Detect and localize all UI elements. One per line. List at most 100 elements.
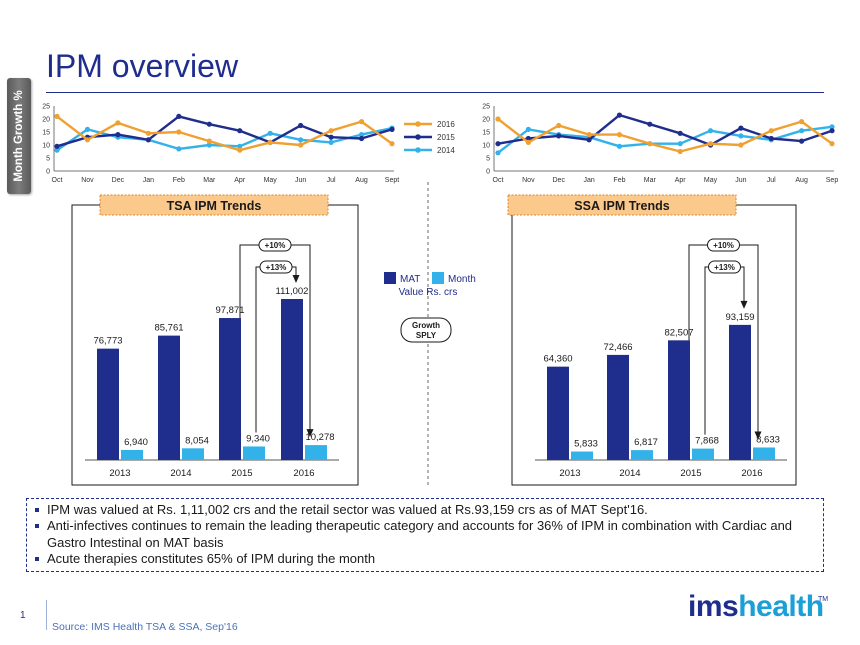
summary-bullet: Anti-infectives continues to remain the … <box>35 518 815 551</box>
growth-label-13: +13% <box>714 263 735 272</box>
growth-arrowhead-13 <box>292 275 300 283</box>
series-line-2015 <box>497 113 833 147</box>
bar-month-2016 <box>305 445 327 460</box>
bar-value-label-mat: 93,159 <box>725 312 754 323</box>
legend-unit-label: Value Rs. crs <box>399 287 458 298</box>
data-point-2016 <box>768 128 774 134</box>
data-point-2016 <box>707 141 714 147</box>
x-tick-label: Aug <box>355 177 368 184</box>
growth-label-pill-13 <box>708 260 741 274</box>
y-tick-label: 10 <box>482 143 490 150</box>
title-divider <box>46 92 824 93</box>
y-tick-label: 15 <box>42 130 50 137</box>
data-point-2014 <box>358 132 365 138</box>
data-point-2016 <box>328 128 334 134</box>
bar-value-label-mat: 111,002 <box>276 286 309 297</box>
x-tick-label: Jul <box>767 177 776 184</box>
data-point-2014 <box>495 150 501 156</box>
growth-badge <box>400 317 452 343</box>
x-tick-label: May <box>704 177 718 184</box>
bar-mat-2013 <box>97 348 119 460</box>
bar-month-2015 <box>692 448 714 460</box>
x-tick-label: Nov <box>522 177 535 184</box>
summary-box: IPM was valued at Rs. 1,11,002 crs and t… <box>26 498 824 572</box>
data-point-2015 <box>647 121 653 127</box>
data-point-2015 <box>556 133 562 139</box>
legend-label-2015: 2015 <box>437 133 455 142</box>
data-point-2014 <box>525 126 531 132</box>
data-point-2016 <box>298 142 304 148</box>
data-point-2014 <box>54 147 60 153</box>
data-point-2015 <box>495 141 501 147</box>
bar-mat-2016 <box>729 324 751 460</box>
data-point-2016 <box>206 138 212 144</box>
data-point-2016 <box>54 113 60 119</box>
x-tick-label: Jun <box>735 177 746 184</box>
y-tick-label: 5 <box>486 156 490 163</box>
series-line-2016 <box>497 118 833 153</box>
data-point-2016 <box>84 137 91 143</box>
data-point-2014 <box>84 126 91 132</box>
y-tick-label: 25 <box>482 104 490 111</box>
bar-value-label-month: 6,817 <box>634 437 658 448</box>
x-tick-label: Oct <box>52 177 63 184</box>
data-point-2014 <box>677 141 683 147</box>
x-tick-label: Nov <box>81 177 94 184</box>
data-point-2015 <box>389 126 395 132</box>
bar-value-label-month: 10,278 <box>305 432 334 443</box>
data-point-2016 <box>495 116 501 122</box>
data-point-2014 <box>738 133 744 139</box>
bar-mat-2014 <box>607 354 629 460</box>
x-tick-label: Sep <box>826 177 839 184</box>
bar-chart-title: TSA IPM Trends <box>167 199 262 213</box>
data-point-2016 <box>237 147 243 153</box>
y-tick-label: 10 <box>42 143 50 150</box>
data-point-2014 <box>267 130 273 136</box>
x-tick-label: Jul <box>327 177 336 184</box>
legend-mat-label: MAT <box>400 274 420 285</box>
bar-value-label-month: 8,633 <box>756 434 780 445</box>
data-point-2016 <box>738 142 744 148</box>
imshealth-logo: imshealth <box>688 590 824 624</box>
growth-badge-line: Growth <box>412 321 440 330</box>
data-point-2015 <box>677 130 683 136</box>
data-point-2015 <box>115 132 121 138</box>
x-tick-label: May <box>264 177 278 184</box>
data-point-2014 <box>829 124 835 130</box>
x-category-label: 2016 <box>293 468 314 479</box>
x-tick-label: Apr <box>675 177 687 184</box>
data-point-2016 <box>115 120 121 126</box>
bar-month-2013 <box>121 449 143 460</box>
page-title: IPM overview <box>46 48 239 84</box>
legend-marker-2016 <box>415 121 421 127</box>
x-category-label: 2013 <box>109 468 130 479</box>
data-point-2015 <box>738 125 744 131</box>
data-point-2015 <box>298 122 304 129</box>
x-tick-label: Aug <box>795 177 808 184</box>
data-point-2015 <box>525 135 531 142</box>
y-tick-label: 20 <box>482 117 490 124</box>
y-tick-label: 5 <box>46 156 50 163</box>
growth-label-10: +10% <box>265 241 286 250</box>
x-category-label: 2015 <box>231 468 252 479</box>
data-point-2015 <box>616 112 623 118</box>
data-point-2016 <box>616 132 623 138</box>
bar-value-label-month: 8,054 <box>185 435 209 446</box>
bar-month-2014 <box>182 448 204 460</box>
data-point-2016 <box>647 141 653 147</box>
x-tick-label: Apr <box>234 177 246 184</box>
data-point-2014 <box>237 143 243 149</box>
data-point-2016 <box>677 148 683 155</box>
x-tick-label: Jan <box>583 177 594 184</box>
y-tick-label: 25 <box>42 104 50 111</box>
footer-divider <box>46 600 47 630</box>
x-tick-label: Mar <box>644 177 657 184</box>
bar-chart-title-box <box>99 194 329 216</box>
bar-mat-2014 <box>158 335 180 460</box>
bar-chart-title: SSA IPM Trends <box>574 199 669 213</box>
data-point-2015 <box>586 137 592 143</box>
x-category-label: 2016 <box>741 468 762 479</box>
bar-value-label-mat: 76,773 <box>93 336 122 347</box>
data-point-2014 <box>799 128 805 134</box>
